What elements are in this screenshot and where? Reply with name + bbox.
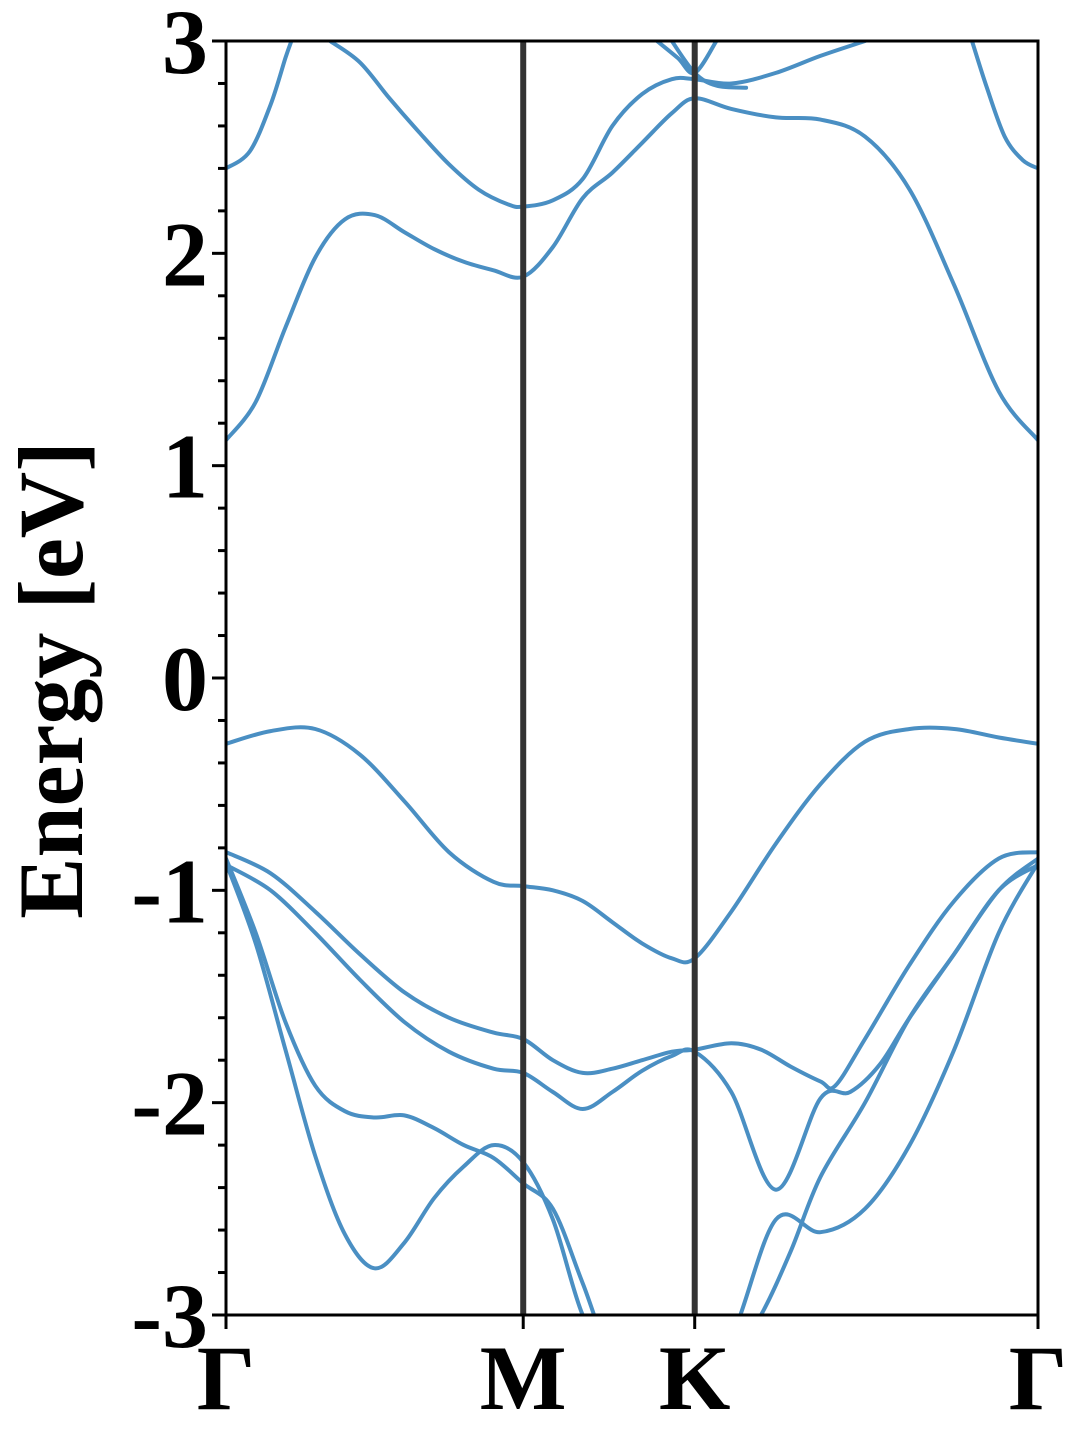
y-tick-label: 0 — [162, 628, 208, 730]
y-tick-labels: 3 2 1 0 -1 -2 -3 — [131, 0, 208, 1367]
plot-frame — [224, 39, 1040, 1317]
x-tick-label: M — [480, 1327, 567, 1429]
y-tick-label: -1 — [131, 840, 208, 942]
band-line — [226, 96, 1038, 443]
y-tick-label: -3 — [131, 1265, 208, 1367]
high-symmetry-lines — [520, 41, 698, 1315]
major-ticks — [212, 39, 1040, 1329]
y-tick-label: 1 — [162, 416, 208, 518]
band-line — [655, 41, 719, 76]
y-tick-label: 2 — [162, 203, 208, 305]
band-line — [226, 862, 1038, 1192]
band-line — [226, 41, 294, 171]
band-line — [970, 41, 1038, 171]
x-tick-label: K — [659, 1327, 731, 1429]
band-line — [226, 850, 1038, 1091]
band-line — [226, 725, 1038, 965]
band-line — [669, 41, 749, 90]
band-lines — [226, 41, 1038, 1315]
band-line — [328, 41, 867, 209]
x-tick-label: Γ — [197, 1327, 256, 1429]
y-axis-label: Energy [eV] — [0, 441, 102, 919]
band-line — [226, 860, 1038, 1315]
y-tick-label: 3 — [162, 0, 208, 93]
y-tick-label: -2 — [131, 1053, 208, 1155]
x-tick-label: Γ — [1009, 1327, 1068, 1429]
band-line — [226, 856, 1038, 1315]
